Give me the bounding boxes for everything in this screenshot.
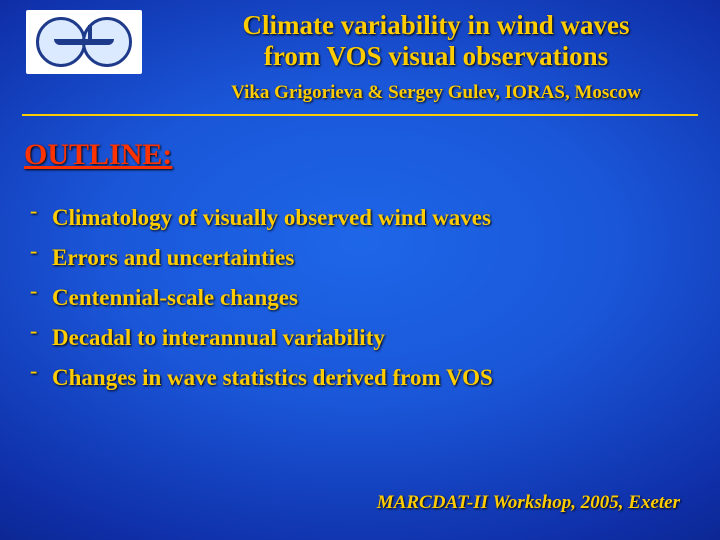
divider [22,114,698,116]
outline-item: Centennial-scale changes [30,286,720,309]
title-block: Climate variability in wind waves from V… [172,8,700,104]
institute-logo [26,10,142,74]
outline-item: Decadal to interannual variability [30,326,720,349]
slide-title: Climate variability in wind waves from V… [172,8,700,72]
title-line-2: from VOS visual observations [264,41,608,71]
outline-heading: OUTLINE: [24,138,720,172]
outline-item: Errors and uncertainties [30,246,720,269]
outline-item: Climatology of visually observed wind wa… [30,206,720,229]
header: Climate variability in wind waves from V… [0,0,720,104]
outline-item: Changes in wave statistics derived from … [30,366,720,389]
slide: Climate variability in wind waves from V… [0,0,720,540]
outline-list: Climatology of visually observed wind wa… [30,206,720,389]
title-line-1: Climate variability in wind waves [242,10,629,40]
authors-line: Vika Grigorieva & Sergey Gulev, IORAS, M… [172,82,700,104]
footer-text: MARCDAT-II Workshop, 2005, Exeter [377,492,680,514]
logo-graphic [36,17,132,67]
